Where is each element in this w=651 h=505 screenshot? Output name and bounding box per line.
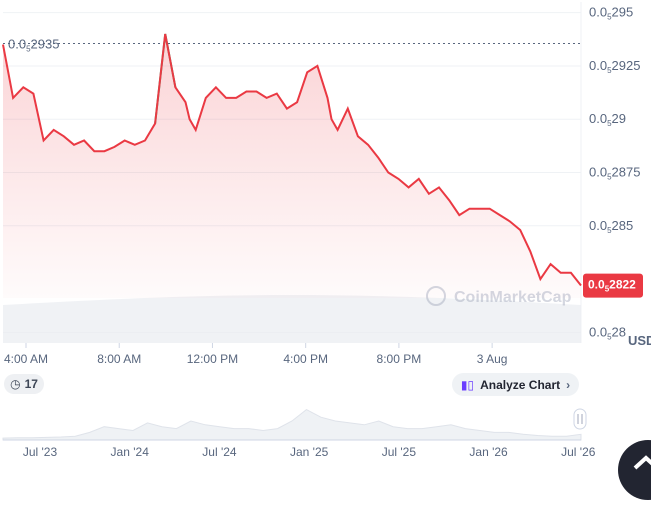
y-tick-label: 0.05285 — [589, 218, 633, 235]
clock-history-icon: ◷ — [10, 377, 21, 391]
navigator-tick-label: Jul '23 — [23, 445, 58, 459]
range-navigator[interactable]: Jul '23 Jan '24 Jul '24 Jan '25 Jul '25 Jan '… — [2, 409, 596, 459]
x-tick-label: 3 Aug — [477, 352, 508, 366]
navigator-tick-label: Jul '25 — [382, 445, 417, 459]
analyze-chart-label: Analyze Chart — [480, 377, 561, 392]
watermark-text: CoinMarketCap — [454, 289, 572, 306]
x-tick-label: 4:00 PM — [283, 352, 328, 366]
watermark: CoinMarketCap — [426, 286, 572, 306]
y-axis: 0.05295 0.052925 0.0529 0.052875 0.05285 0.05… — [589, 5, 640, 342]
navigator-tick-label: Jan '24 — [111, 445, 150, 459]
navigator-area — [2, 409, 582, 441]
analyze-chart-button[interactable]: ▮▯ Analyze Chart › — [452, 373, 579, 396]
candlestick-icon: ▮▯ — [460, 377, 475, 392]
events-count: 17 — [24, 377, 38, 391]
y-tick-label: 0.0529 — [589, 111, 626, 128]
events-button[interactable]: ◷ 17 — [4, 374, 44, 394]
scroll-to-top-button[interactable] — [618, 440, 651, 500]
y-tick-label: 0.052925 — [589, 58, 640, 75]
x-tick-label: 8:00 AM — [97, 352, 141, 366]
price-chart[interactable]: 0.052935 0.052950.0529250.05290.0528750.… — [0, 0, 651, 472]
x-tick-label: 4:00 AM — [4, 352, 48, 366]
navigator-tick-label: Jan '25 — [290, 445, 329, 459]
svg-text:0.052822: 0.052822 — [588, 278, 636, 294]
price-line — [2, 33, 582, 287]
y-tick-label: 0.05295 — [589, 5, 633, 22]
volume-band — [3, 295, 581, 343]
current-price-badge: 0.052822 — [583, 273, 643, 298]
volume-area — [3, 295, 581, 343]
navigator-tick-label: Jul '24 — [202, 445, 237, 459]
navigator-tick-label: Jan '26 — [469, 445, 508, 459]
x-axis: 4:00 AM 8:00 AM 12:00 PM 4:00 PM 8:00 PM 3 Au… — [4, 343, 507, 366]
navigator-handle[interactable] — [573, 408, 587, 430]
reference-price-label: 0.052935 — [8, 37, 59, 54]
y-tick-label: 0.052875 — [589, 165, 640, 182]
x-tick-label: 12:00 PM — [187, 352, 238, 366]
navigator-tick-label: Jul '26 — [561, 445, 596, 459]
y-tick-label: 0.0528 — [589, 324, 626, 341]
price-area-fill — [3, 34, 581, 298]
chevron-right-icon: › — [566, 377, 571, 392]
chevron-up-icon — [633, 455, 651, 470]
coinmarketcap-logo-icon — [426, 286, 446, 306]
unit-label: USD — [628, 333, 651, 348]
x-tick-label: 8:00 PM — [377, 352, 422, 366]
